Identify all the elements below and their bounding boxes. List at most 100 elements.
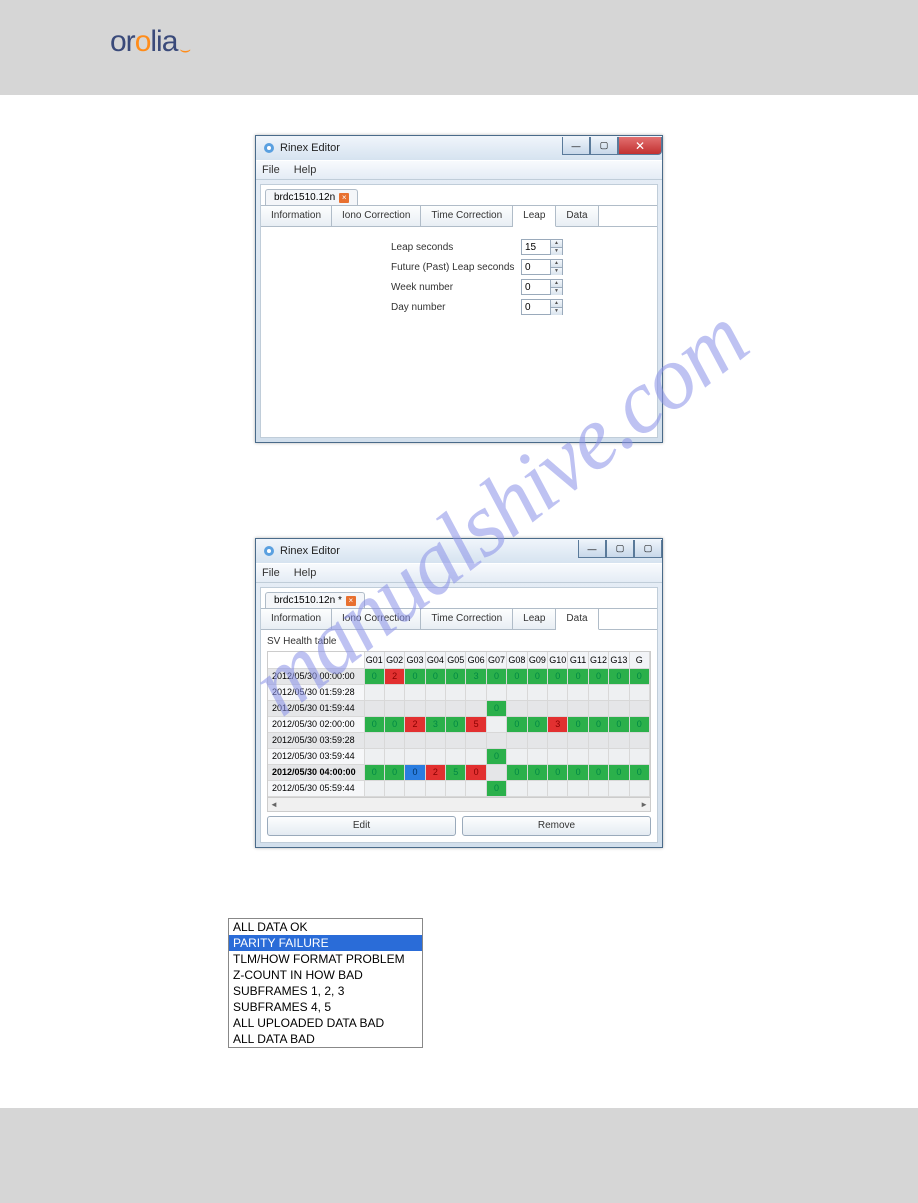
subtab-time-correction[interactable]: Time Correction — [421, 206, 513, 226]
row-timestamp[interactable]: 2012/05/30 04:00:00 — [268, 764, 364, 780]
table-cell[interactable] — [405, 700, 425, 716]
table-cell[interactable] — [425, 732, 445, 748]
table-cell[interactable] — [364, 700, 384, 716]
close-tab-icon[interactable]: × — [346, 596, 356, 606]
spinner-down-icon[interactable]: ▼ — [551, 288, 562, 295]
table-cell[interactable] — [364, 684, 384, 700]
table-cell[interactable] — [405, 732, 425, 748]
table-cell[interactable] — [507, 780, 527, 796]
subtab-information[interactable]: Information — [261, 206, 332, 226]
spinner-up-icon[interactable]: ▲ — [551, 260, 562, 268]
sv-health-table[interactable]: G01G02G03G04G05G06G07G08G09G10G11G12G13G… — [267, 651, 651, 812]
table-cell[interactable] — [486, 716, 506, 732]
table-cell[interactable] — [568, 780, 588, 796]
table-cell[interactable] — [384, 780, 404, 796]
table-cell[interactable] — [588, 780, 608, 796]
list-item[interactable]: ALL DATA OK — [229, 919, 422, 935]
table-cell[interactable]: 3 — [548, 716, 568, 732]
table-cell[interactable] — [384, 732, 404, 748]
scroll-right-icon[interactable]: ► — [640, 800, 648, 809]
subtab-information[interactable]: Information — [261, 609, 332, 629]
table-cell[interactable] — [425, 700, 445, 716]
column-header[interactable]: G — [629, 652, 649, 668]
table-cell[interactable] — [507, 732, 527, 748]
table-cell[interactable]: 0 — [609, 716, 629, 732]
table-cell[interactable]: 0 — [588, 716, 608, 732]
table-cell[interactable]: 0 — [568, 764, 588, 780]
table-cell[interactable]: 0 — [446, 716, 466, 732]
table-cell[interactable] — [466, 700, 486, 716]
table-cell[interactable] — [446, 684, 466, 700]
spinner-input[interactable] — [522, 280, 550, 294]
spinner-down-icon[interactable]: ▼ — [551, 268, 562, 275]
table-cell[interactable] — [588, 732, 608, 748]
table-cell[interactable] — [629, 780, 649, 796]
table-cell[interactable] — [568, 700, 588, 716]
table-cell[interactable] — [384, 684, 404, 700]
row-timestamp[interactable]: 2012/05/30 03:59:28 — [268, 732, 364, 748]
table-cell[interactable] — [568, 732, 588, 748]
list-item[interactable]: Z-COUNT IN HOW BAD — [229, 967, 422, 983]
table-cell[interactable]: 0 — [548, 764, 568, 780]
list-item[interactable]: ALL DATA BAD — [229, 1031, 422, 1047]
remove-button[interactable]: Remove — [462, 816, 651, 836]
table-cell[interactable] — [466, 684, 486, 700]
table-cell[interactable] — [588, 684, 608, 700]
table-cell[interactable] — [507, 700, 527, 716]
table-cell[interactable]: 0 — [384, 764, 404, 780]
row-timestamp[interactable]: 2012/05/30 03:59:44 — [268, 748, 364, 764]
table-cell[interactable]: 0 — [568, 716, 588, 732]
table-cell[interactable]: 5 — [446, 764, 466, 780]
subtab-leap[interactable]: Leap — [513, 609, 556, 629]
table-cell[interactable] — [548, 780, 568, 796]
spinner-day-number[interactable]: ▲▼ — [521, 299, 563, 315]
list-item[interactable]: SUBFRAMES 1, 2, 3 — [229, 983, 422, 999]
table-cell[interactable] — [425, 748, 445, 764]
menu-file[interactable]: File — [262, 567, 280, 579]
column-header[interactable]: G07 — [486, 652, 506, 668]
table-cell[interactable]: 2 — [425, 764, 445, 780]
table-cell[interactable] — [548, 748, 568, 764]
table-cell[interactable] — [446, 780, 466, 796]
row-timestamp[interactable]: 2012/05/30 01:59:44 — [268, 700, 364, 716]
table-cell[interactable]: 0 — [629, 716, 649, 732]
table-cell[interactable] — [527, 700, 547, 716]
column-header[interactable]: G04 — [425, 652, 445, 668]
table-cell[interactable]: 0 — [486, 748, 506, 764]
table-cell[interactable] — [527, 748, 547, 764]
table-cell[interactable] — [425, 780, 445, 796]
table-cell[interactable] — [527, 732, 547, 748]
list-item[interactable]: ALL UPLOADED DATA BAD — [229, 1015, 422, 1031]
menu-help[interactable]: Help — [294, 164, 317, 176]
column-header[interactable]: G08 — [507, 652, 527, 668]
restore-button[interactable]: ▢ — [634, 540, 662, 558]
table-cell[interactable]: 0 — [568, 668, 588, 684]
table-cell[interactable] — [548, 732, 568, 748]
column-header[interactable]: G11 — [568, 652, 588, 668]
table-cell[interactable]: 0 — [384, 716, 404, 732]
table-cell[interactable] — [486, 732, 506, 748]
table-cell[interactable]: 0 — [364, 668, 384, 684]
table-cell[interactable]: 0 — [466, 764, 486, 780]
titlebar[interactable]: Rinex Editor — ▢ ▢ — [256, 539, 662, 563]
table-cell[interactable] — [364, 732, 384, 748]
table-cell[interactable] — [527, 684, 547, 700]
maximize-button[interactable]: ▢ — [606, 540, 634, 558]
table-cell[interactable] — [364, 780, 384, 796]
table-cell[interactable]: 0 — [405, 668, 425, 684]
table-cell[interactable] — [405, 748, 425, 764]
row-timestamp[interactable]: 2012/05/30 01:59:28 — [268, 684, 364, 700]
column-header[interactable]: G02 — [384, 652, 404, 668]
menu-file[interactable]: File — [262, 164, 280, 176]
table-cell[interactable] — [568, 684, 588, 700]
close-button[interactable]: ✕ — [618, 137, 662, 155]
column-header[interactable]: G01 — [364, 652, 384, 668]
subtab-leap[interactable]: Leap — [513, 206, 556, 227]
table-cell[interactable] — [384, 748, 404, 764]
table-cell[interactable] — [486, 764, 506, 780]
column-header[interactable]: G03 — [405, 652, 425, 668]
subtab-iono-correction[interactable]: Iono Correction — [332, 609, 421, 629]
table-cell[interactable] — [446, 700, 466, 716]
table-cell[interactable] — [609, 700, 629, 716]
spinner-input[interactable] — [522, 300, 550, 314]
